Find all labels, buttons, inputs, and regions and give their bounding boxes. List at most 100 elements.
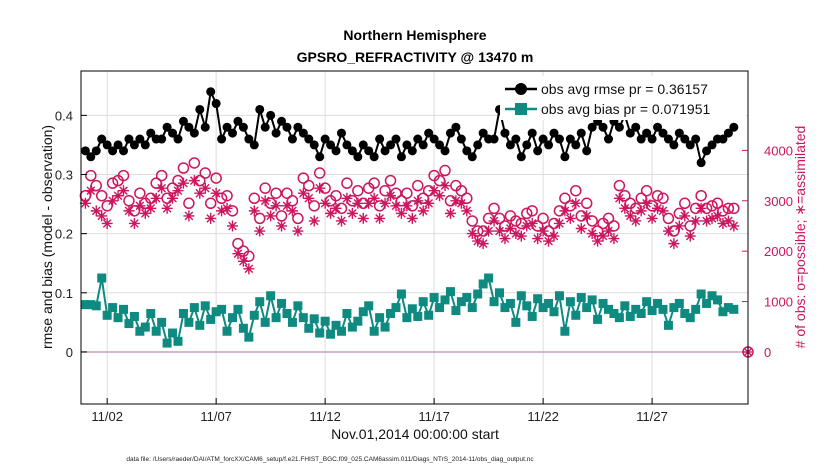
bias-point xyxy=(533,294,543,304)
bias-point xyxy=(309,314,319,324)
bias-point xyxy=(451,306,461,316)
rmse-point xyxy=(375,134,385,144)
rmse-point xyxy=(287,134,297,144)
assimilated-point xyxy=(395,207,407,219)
bias-point xyxy=(140,322,150,332)
bias-point xyxy=(418,297,428,307)
possible-point xyxy=(319,182,331,194)
rmse-point xyxy=(249,140,259,150)
bias-point xyxy=(653,298,663,308)
bias-point xyxy=(380,322,390,332)
assimilated-point xyxy=(216,205,228,217)
possible-point xyxy=(629,202,642,215)
assimilated-point xyxy=(515,230,527,242)
bias-point xyxy=(336,326,346,336)
assimilated-point xyxy=(292,225,304,237)
bias-point xyxy=(233,304,243,314)
possible-point xyxy=(134,187,146,199)
rmse-point xyxy=(326,140,336,150)
bias-point xyxy=(402,313,412,323)
bias-point xyxy=(255,297,265,307)
bias-point xyxy=(582,303,592,313)
assimilated-point xyxy=(118,185,130,197)
possible-point xyxy=(259,182,271,194)
possible-point xyxy=(531,220,544,232)
bias-point xyxy=(456,297,466,307)
assimilated-point xyxy=(434,190,446,202)
assimilated-point xyxy=(722,215,734,227)
bias-point xyxy=(691,304,701,314)
assimilated-point xyxy=(248,205,260,217)
bias-point xyxy=(113,313,123,323)
y-tick-label-right: 1000 xyxy=(764,295,793,310)
bias-point xyxy=(135,326,145,336)
y-tick-label-right: 2000 xyxy=(764,244,793,259)
assimilated-point xyxy=(194,187,206,199)
possible-point xyxy=(586,215,598,227)
assimilated-point xyxy=(711,210,723,222)
bias-point xyxy=(238,323,248,333)
assimilated-point xyxy=(684,230,696,242)
assimilated-point xyxy=(548,230,560,242)
possible-point xyxy=(433,174,446,187)
assimilated-point xyxy=(701,215,713,227)
x-tick-label: 11/17 xyxy=(418,409,450,424)
assimilated-point xyxy=(526,217,538,229)
rmse-point xyxy=(184,122,194,132)
possible-point xyxy=(297,172,310,184)
bias-point xyxy=(614,313,624,323)
bias-point xyxy=(631,304,641,314)
possible-point xyxy=(232,237,244,250)
rmse-point xyxy=(282,122,292,132)
legend: obs avg rmse pr = 0.36157 obs avg bias p… xyxy=(500,76,746,120)
bias-point xyxy=(685,313,695,323)
rmse-point xyxy=(129,140,139,150)
rmse-point xyxy=(631,122,641,132)
x-tick-label: 11/22 xyxy=(527,409,559,424)
assimilated-point xyxy=(444,207,456,219)
assimilated-point xyxy=(690,215,702,227)
possible-point xyxy=(515,217,528,230)
rmse-point xyxy=(554,134,564,144)
bias-point xyxy=(287,317,297,327)
possible-point xyxy=(270,187,282,199)
possible-point xyxy=(673,207,686,220)
assimilated-point xyxy=(510,228,522,240)
assimilated-point xyxy=(139,207,151,219)
possible-point xyxy=(161,192,173,205)
rmse-point xyxy=(124,134,134,144)
bias-point xyxy=(593,314,603,324)
chart-title: Northern Hemisphere xyxy=(343,27,486,43)
assimilated-point xyxy=(303,192,315,204)
y-axis-label-right: # of obs: o=possible; ∗=assimilated xyxy=(792,126,808,349)
bias-point xyxy=(189,303,199,313)
possible-point xyxy=(390,187,402,199)
bias-point xyxy=(723,303,733,313)
y-tick-label-left: 0.4 xyxy=(55,108,73,123)
bias-point xyxy=(173,336,183,346)
bias-point xyxy=(86,300,96,310)
possible-point xyxy=(221,189,233,202)
assimilated-point xyxy=(319,197,331,209)
bias-point xyxy=(277,298,287,308)
bias-point xyxy=(271,313,281,323)
assimilated-point xyxy=(308,215,320,227)
bias-point xyxy=(342,309,352,319)
assimilated-point xyxy=(237,255,249,267)
bias-point xyxy=(669,303,679,313)
rmse-point xyxy=(625,128,635,138)
possible-point xyxy=(439,164,451,177)
possible-point xyxy=(417,192,429,205)
bias-point xyxy=(489,297,499,307)
assimilated-point xyxy=(488,215,500,227)
bias-point xyxy=(609,309,619,319)
y-tick-label-left: 0 xyxy=(66,345,73,360)
plot-frame xyxy=(80,70,749,405)
bias-point xyxy=(260,317,270,327)
possible-point xyxy=(264,197,277,210)
bias-point xyxy=(718,307,728,317)
rmse-point xyxy=(614,122,624,132)
possible-point xyxy=(117,169,130,182)
assimilated-point xyxy=(346,207,358,219)
assimilated-point xyxy=(161,202,173,214)
